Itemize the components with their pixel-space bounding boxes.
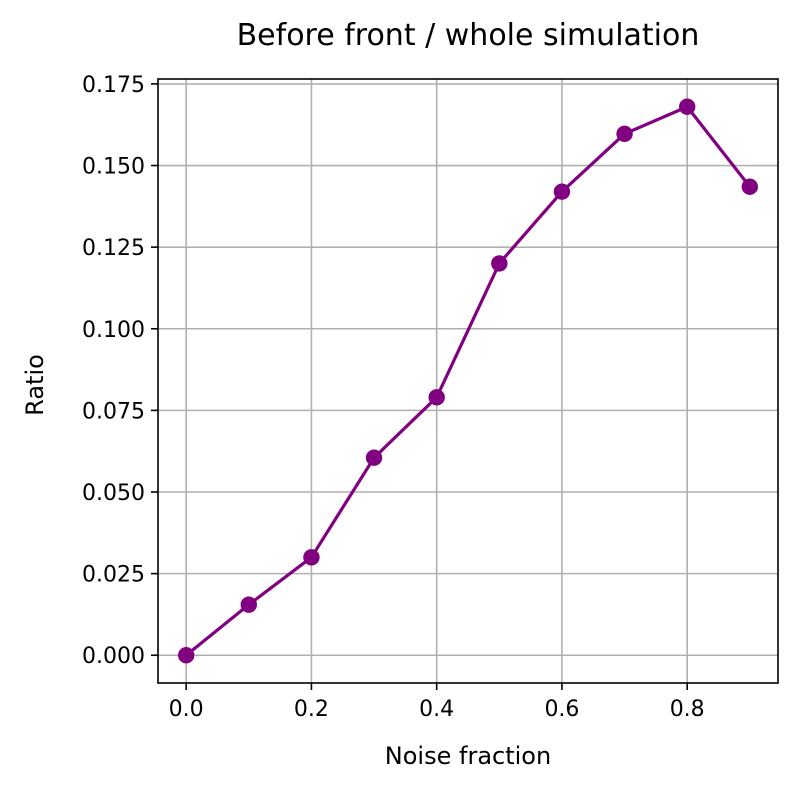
y-tick-label: 0.025 — [82, 563, 145, 588]
y-tick-label: 0.100 — [82, 318, 145, 343]
y-tick-label: 0.150 — [82, 155, 145, 180]
data-point — [428, 389, 445, 406]
data-point — [741, 178, 759, 195]
x-tick-label: 0.0 — [169, 697, 204, 722]
data-point — [616, 125, 633, 143]
series-layer — [177, 98, 759, 664]
grid — [158, 79, 778, 683]
data-point — [365, 449, 383, 466]
y-axis-label: Ratio — [21, 354, 49, 416]
plot-frame — [157, 78, 779, 684]
data-point — [491, 255, 508, 272]
series-line — [185, 105, 752, 657]
y-tick-label: 0.050 — [82, 481, 145, 506]
x-tick-label: 0.2 — [294, 697, 329, 722]
data-point — [553, 183, 571, 200]
data-point — [303, 549, 320, 566]
x-tick-label: 0.8 — [670, 697, 705, 722]
axis-ticks: 0.0 0.2 0.4 0.6 0.8 0.000 0.025 0.050 0.075 0.100… — [82, 73, 705, 722]
x-tick-label: 0.4 — [419, 697, 454, 722]
data-point — [678, 98, 696, 115]
x-axis-label: Noise fraction — [385, 742, 551, 770]
chart-title: Before front / whole simulation — [237, 18, 700, 53]
y-tick-label: 0.075 — [82, 399, 145, 424]
data-point — [177, 647, 195, 664]
y-tick-label: 0.125 — [82, 236, 145, 261]
y-tick-label: 0.000 — [82, 644, 145, 669]
x-tick-label: 0.6 — [544, 697, 579, 722]
y-tick-label: 0.175 — [82, 73, 145, 98]
data-point — [240, 596, 258, 613]
